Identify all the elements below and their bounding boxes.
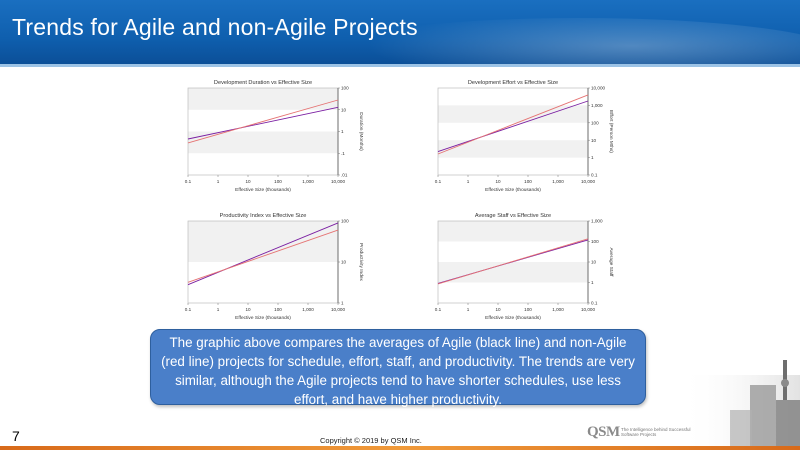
x-tick-label: 0.1 [185,307,192,312]
x-tick-label: 0.1 [435,179,442,184]
x-tick-label: 100 [274,179,282,184]
y-tick-label: .1 [341,151,345,156]
y-tick-label: 10 [341,107,347,112]
y-tick-label: 1,000 [591,219,603,224]
plot-band [438,140,588,158]
x-tick-label: 10,000 [331,307,345,312]
non-agile-line [187,99,339,144]
y-tick-label: 100 [591,120,599,125]
y-tick-label: 10,000 [591,86,605,91]
x-tick-label: 0.1 [185,179,192,184]
agile-line [437,100,589,153]
y-tick-label: 10 [341,260,347,265]
y-tick-label: 100 [341,219,349,224]
y-tick-label: 1 [591,155,594,160]
plot-frame [437,87,589,176]
chart-title: Development Effort vs Effective Size [468,80,558,86]
agile-line [187,106,339,140]
y-tick-label: 10 [591,260,597,265]
y-tick-label: 0.1 [591,301,598,306]
x-tick-label: 10,000 [581,307,595,312]
chart-title: Development Duration vs Effective Size [214,80,312,86]
y-tick-label: 1 [591,280,594,285]
y-axis-label: Average Staff [608,248,614,278]
chart-staff: Average Staff vs Effective Size 0.1 1 10 100… [400,209,620,329]
x-tick-label: 1 [217,307,220,312]
chart-productivity: Productivity Index vs Effective Size 0.1 1… [150,209,370,329]
chart-svg: Productivity Index vs Effective Size 0.1 1… [185,213,364,321]
x-tick-label: 100 [524,307,532,312]
y-tick-label: 0.1 [591,173,598,178]
x-tick-label: 10,000 [581,179,595,184]
x-tick-label: 10 [495,307,501,312]
plot-band [188,88,338,110]
y-tick-label: 1 [341,129,344,134]
copyright-text: Copyright © 2019 by QSM Inc. [320,436,422,445]
x-axis-label: Effective Size (thousands) [235,315,291,321]
x-tick-label: 1 [467,307,470,312]
logo-mark: QSM [587,424,620,440]
plot-band [438,262,588,283]
x-tick-label: 1,000 [552,307,564,312]
page-number: 7 [12,428,20,444]
logo-tagline: The Intelligence behind Successful Softw… [621,427,691,437]
bottom-accent-bar [0,446,800,450]
x-tick-label: 100 [524,179,532,184]
x-tick-label: 100 [274,307,282,312]
chart-duration: Development Duration vs Effective Size 0.… [150,76,370,201]
y-tick-label: 1,000 [591,103,603,108]
y-axis-label: Duration (Months) [358,112,364,151]
chart-svg: Development Duration vs Effective Size 0.… [185,80,364,193]
x-axis-label: Effective Size (thousands) [485,315,541,321]
building-graphic [680,360,800,447]
plot-band [188,131,338,154]
x-tick-label: 10 [245,307,251,312]
x-axis-label: Effective Size (thousands) [235,187,291,193]
plot-band [438,221,588,242]
x-tick-label: 0.1 [435,307,442,312]
title-bar-wave [320,18,800,88]
x-tick-label: 10 [245,179,251,184]
y-tick-label: 10 [591,138,597,143]
plot-band [188,221,338,262]
chart-effort: Development Effort vs Effective Size 0.1 1… [400,76,620,201]
non-agile-line [437,238,589,285]
x-tick-label: 10 [495,179,501,184]
y-tick-label: .01 [341,173,348,178]
title-underline [0,64,800,67]
x-tick-label: 1,000 [302,179,314,184]
chart-title: Productivity Index vs Effective Size [220,213,307,219]
x-tick-label: 1,000 [302,307,314,312]
plot-band [438,105,588,123]
x-tick-label: 1,000 [552,179,564,184]
x-tick-label: 1 [467,179,470,184]
non-agile-line [437,94,589,155]
y-tick-label: 1 [341,301,344,306]
y-tick-label: 100 [341,86,349,91]
y-tick-label: 100 [591,239,599,244]
qsm-logo: QSM The Intelligence behind Successful S… [587,424,707,442]
y-axis-label: Effort (Person Mths) [608,110,614,153]
non-agile-line [187,229,339,283]
title-bar: Trends for Agile and non-Agile Projects [0,0,800,88]
x-axis-label: Effective Size (thousands) [485,187,541,193]
agile-line [187,222,339,286]
x-tick-label: 1 [217,179,220,184]
x-tick-label: 10,000 [331,179,345,184]
y-axis-label: Productivity Index [358,243,364,281]
chart-title: Average Staff vs Effective Size [475,213,551,219]
slide-title: Trends for Agile and non-Agile Projects [12,14,418,40]
caption-box: The graphic above compares the averages … [150,329,646,407]
